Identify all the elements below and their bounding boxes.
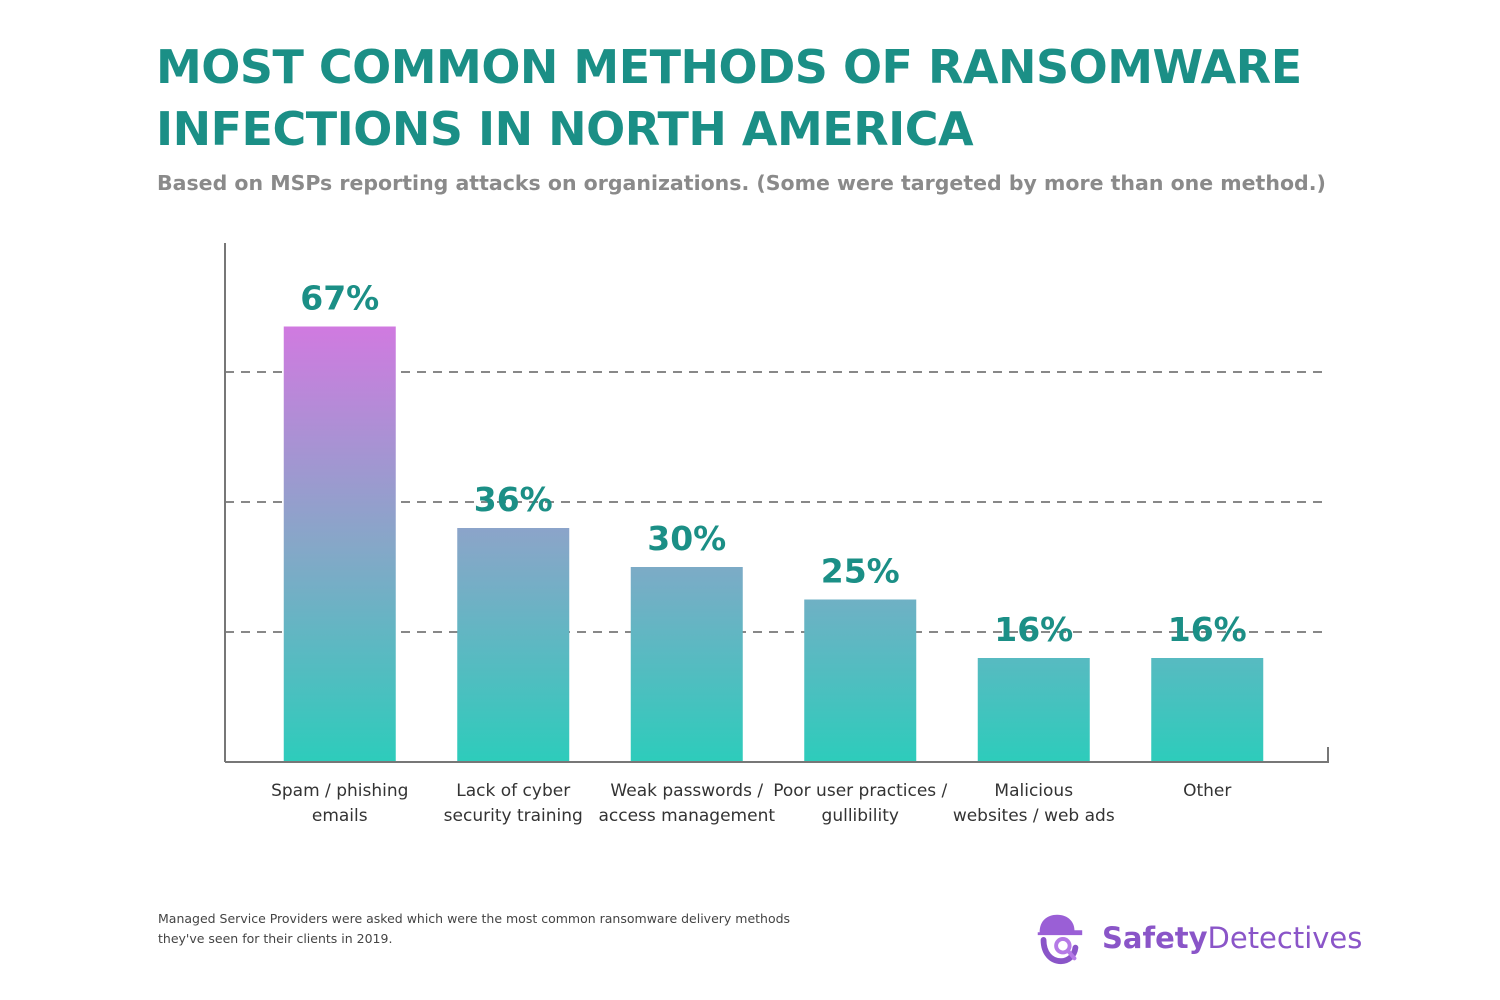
category-label-1-line-2: emails — [312, 806, 368, 826]
category-label-1: Spam / phishing emails — [271, 781, 408, 826]
bar-6 — [1151, 658, 1264, 762]
value-label-1: 67% — [300, 279, 379, 318]
value-label-5: 16% — [994, 610, 1073, 649]
category-label-2-line-2: security training — [444, 806, 583, 826]
category-label-2: Lack of cyber security training — [444, 781, 583, 826]
chart-subtitle: Based on MSPs reporting attacks on organ… — [157, 171, 1326, 195]
category-label-5: Malicious websites / web ads — [953, 781, 1115, 826]
category-label-3-line-1: Weak passwords / — [610, 781, 763, 801]
category-label-4-line-2: gullibility — [822, 806, 899, 826]
value-label-6: 16% — [1168, 610, 1247, 649]
safetydetectives-logo: SafetyDetectives — [1030, 908, 1362, 968]
category-label-3-line-2: access management — [598, 806, 775, 826]
bar-1 — [283, 326, 396, 762]
category-label-2-line-1: Lack of cyber — [456, 781, 570, 801]
chart-title: MOST COMMON METHODS OF RANSOMWARE INFECT… — [156, 36, 1356, 160]
footnote-line-2: they've seen for their clients in 2019. — [158, 931, 393, 946]
brand-name: SafetyDetectives — [1102, 921, 1362, 955]
category-label-4-line-1: Poor user practices / — [773, 781, 947, 801]
category-label-6: Other — [1183, 781, 1231, 801]
category-label-4: Poor user practices / gullibility — [773, 781, 947, 826]
brand-name-part-2: Detectives — [1207, 921, 1363, 955]
footnote-line-1: Managed Service Providers were asked whi… — [158, 911, 791, 926]
detective-icon — [1037, 914, 1083, 965]
bar-5 — [977, 658, 1090, 762]
bar-3 — [630, 567, 743, 762]
value-label-2: 36% — [474, 480, 553, 519]
chart-title-line-1: MOST COMMON METHODS OF RANSOMWARE — [156, 40, 1302, 94]
chart-title-line-2: INFECTIONS IN NORTH AMERICA — [156, 102, 974, 156]
category-label-1-line-1: Spam / phishing — [271, 781, 408, 801]
value-label-3: 30% — [647, 519, 726, 558]
category-label-3: Weak passwords / access management — [598, 781, 775, 826]
footnote: Managed Service Providers were asked whi… — [158, 909, 858, 949]
category-label-6-line-1: Other — [1183, 781, 1231, 801]
category-label-5-line-2: websites / web ads — [953, 806, 1115, 826]
bar-4 — [804, 599, 917, 762]
category-label-5-line-1: Malicious — [994, 781, 1073, 801]
value-label-4: 25% — [821, 552, 900, 591]
bar-2 — [457, 528, 570, 762]
brand-name-part-1: Safety — [1102, 921, 1208, 955]
